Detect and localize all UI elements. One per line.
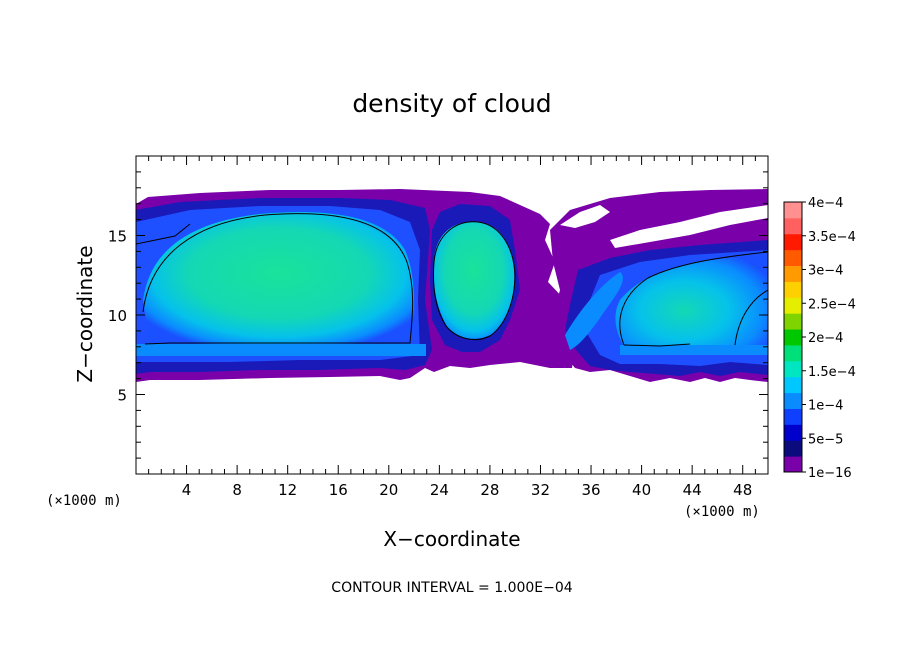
colorbar-swatch (784, 329, 802, 346)
colorbar-swatch (784, 202, 802, 219)
cloud-cell-left (143, 212, 415, 348)
x-tick-label: 20 (379, 481, 398, 499)
colorbar-label: 2.5e−4 (808, 297, 856, 312)
colorbar-label: 1e−4 (808, 399, 843, 414)
cloud-cell-right (615, 256, 768, 355)
colorbar-swatch (784, 456, 802, 473)
chart-title: density of cloud (352, 89, 551, 118)
x-tick-label: 28 (480, 481, 499, 499)
cloud-base-band (136, 344, 426, 356)
y-tick-label: 10 (108, 307, 127, 325)
colorbar-swatch (784, 281, 802, 298)
colorbar-label: 3e−4 (808, 264, 843, 279)
colorbar-label: 2e−4 (808, 331, 843, 346)
cloud-gap-upper (610, 205, 768, 248)
colorbar-swatch (784, 360, 802, 378)
x-tick-label: 40 (632, 481, 651, 499)
x-tick-label: 36 (581, 481, 600, 499)
x-axis-label: X−coordinate (383, 527, 520, 551)
x-unit-left: (×1000 m) (46, 493, 122, 509)
y-axis-label: Z−coordinate (73, 245, 97, 382)
x-axis: 4 8 12 16 20 24 28 32 36 40 44 48 (148, 156, 756, 499)
x-tick-label: 16 (329, 481, 348, 499)
colorbar-label: 3.5e−4 (808, 230, 856, 245)
colorbar-swatch (784, 249, 802, 267)
colorbar: 4e−4 3.5e−4 3e−4 2.5e−4 2e−4 1.5e−4 1e−4 5e−5 1e… (783, 196, 856, 481)
colorbar-label: 4e−4 (808, 196, 843, 211)
contour-line-left (142, 213, 414, 345)
contour-line-right-inner (734, 289, 768, 346)
x-tick-label: 32 (531, 481, 550, 499)
colorbar-swatch (784, 265, 802, 282)
colorbar-swatch (784, 297, 802, 314)
cloud-base-band-right (620, 345, 768, 355)
colorbar-label: 1.5e−4 (808, 365, 856, 380)
colorbar-label: 1e−16 (808, 466, 852, 481)
density-field (136, 189, 768, 382)
cloud-plume (565, 272, 623, 350)
colorbar-swatch (784, 344, 802, 362)
contour-line-mid (433, 221, 516, 341)
colorbar-label: 5e−5 (808, 432, 843, 447)
y-axis: 5 10 15 (108, 171, 768, 459)
colorbar-swatch (784, 313, 802, 330)
colorbar-swatch (784, 376, 802, 394)
colorbar-swatch (784, 217, 802, 235)
contour-interval-note: CONTOUR INTERVAL = 1.000E−04 (331, 580, 572, 596)
y-tick-label: 5 (117, 387, 127, 405)
colorbar-swatch (784, 392, 802, 409)
x-tick-label: 44 (683, 481, 702, 499)
cloud-gap-upper-2 (560, 205, 610, 228)
colorbar-swatch (784, 424, 802, 441)
colorbar-swatch (784, 440, 802, 457)
x-tick-label: 12 (278, 481, 297, 499)
colorbar-swatch (784, 233, 802, 251)
x-tick-label: 4 (182, 481, 192, 499)
contour-line-right-base (623, 343, 691, 347)
x-unit-right: (×1000 m) (684, 504, 760, 520)
y-tick-label: 15 (108, 228, 127, 246)
x-tick-label: 48 (733, 481, 752, 499)
contour-line-left-outer (136, 223, 191, 245)
x-tick-label: 8 (232, 481, 242, 499)
contour-line-right (619, 251, 768, 346)
colorbar-swatch (784, 408, 802, 425)
cloud-cell-mid (433, 221, 515, 339)
x-tick-label: 24 (430, 481, 449, 499)
contour-lines (136, 213, 768, 347)
